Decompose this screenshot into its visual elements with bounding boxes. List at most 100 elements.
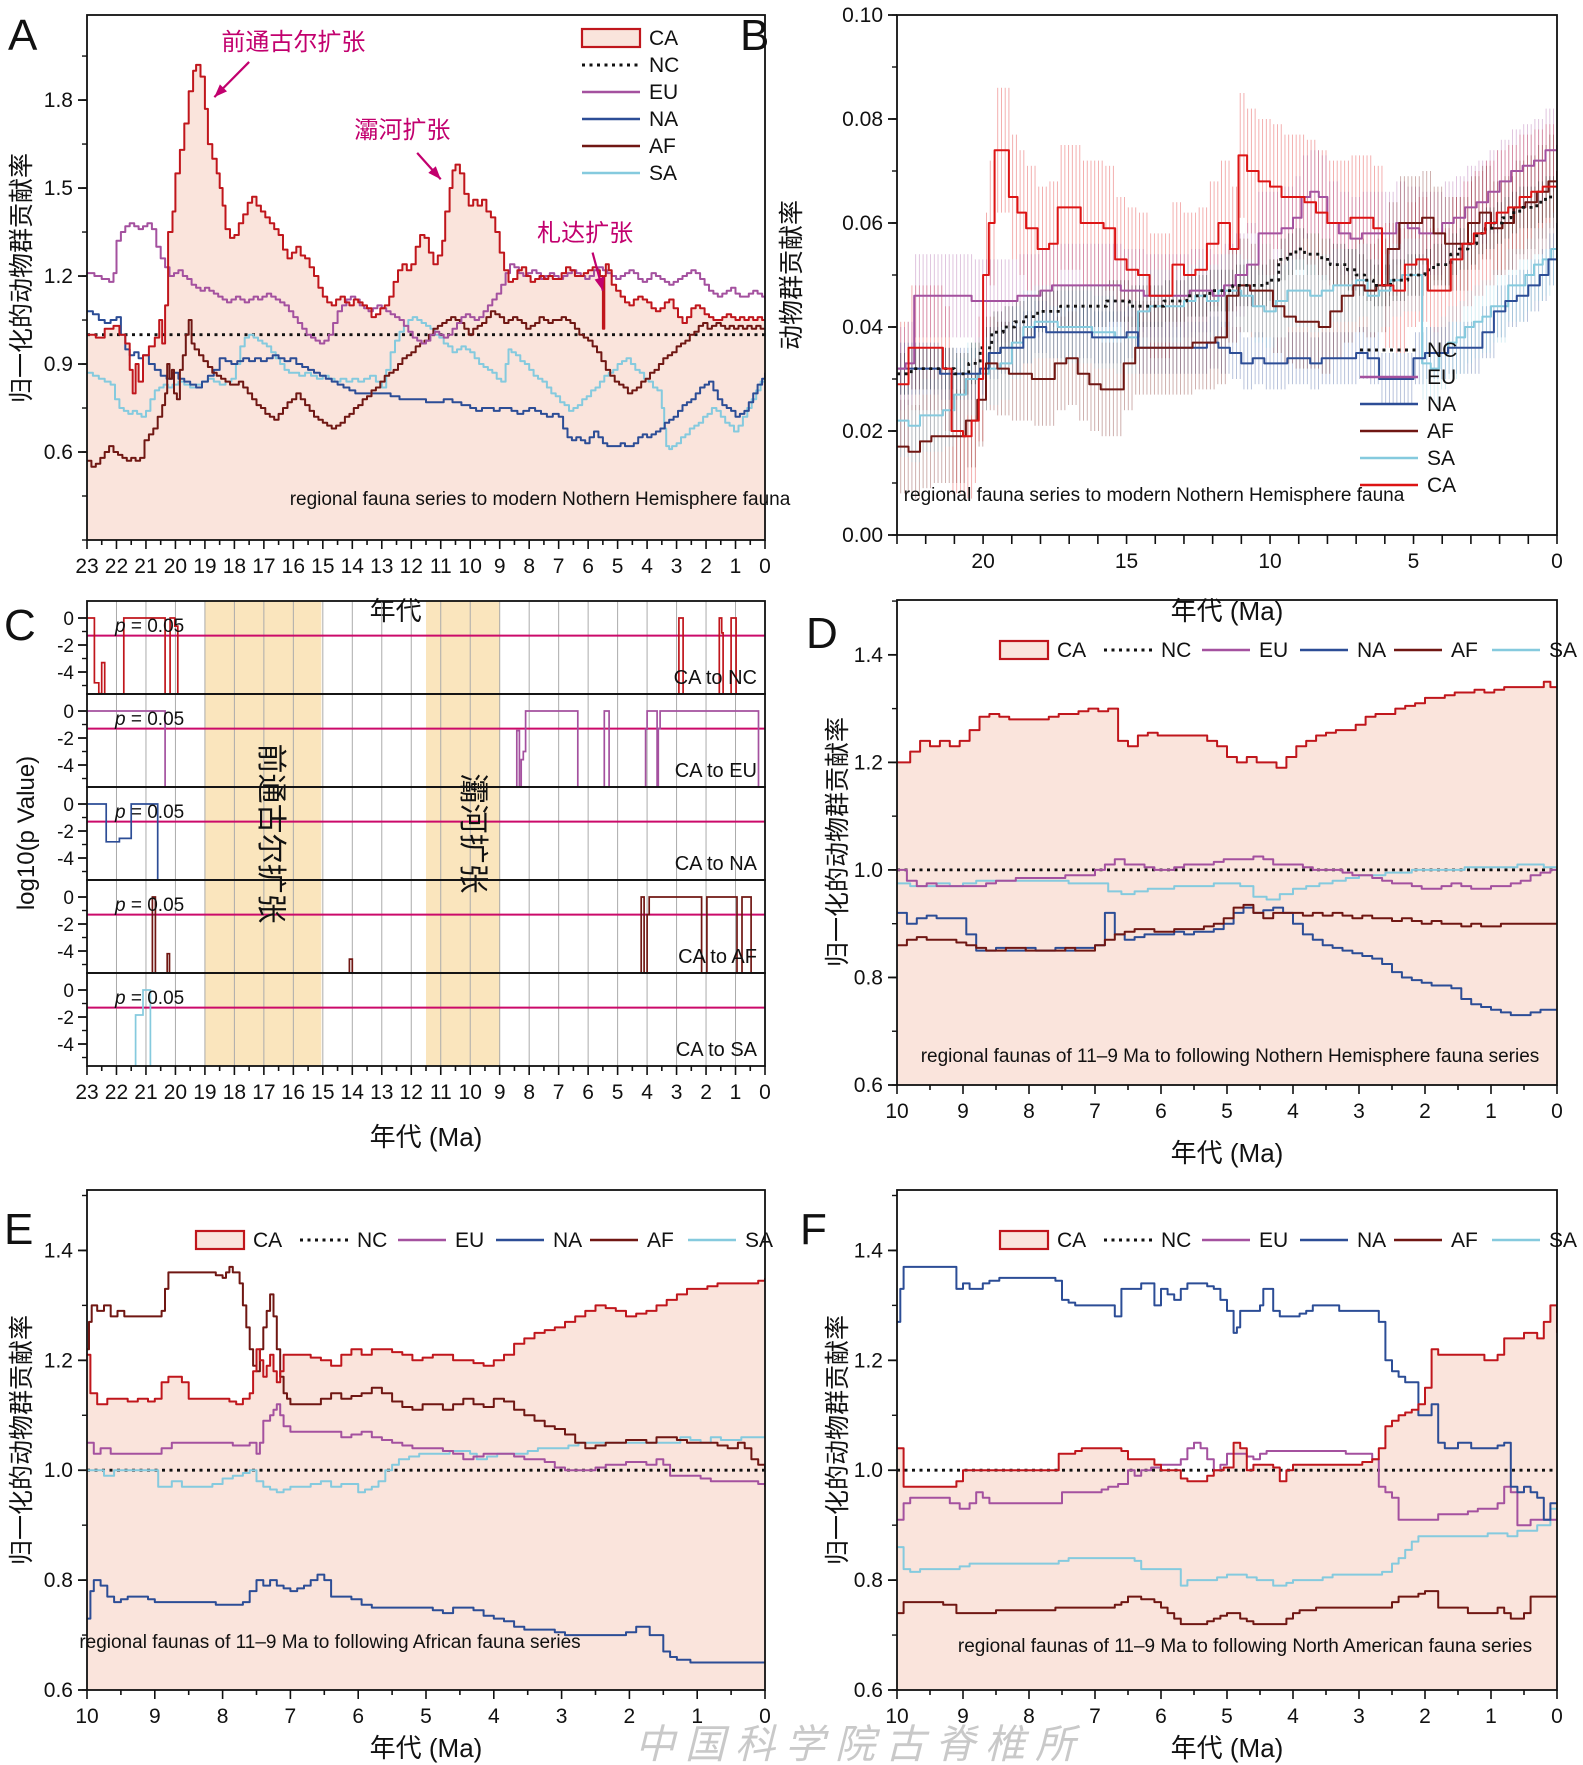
x-tick-label: 6 xyxy=(582,1081,594,1104)
y-tick-label: 1.2 xyxy=(44,1349,73,1372)
x-tick-label: 6 xyxy=(582,555,594,578)
legend-label-AF: AF xyxy=(1451,639,1478,662)
x-tick-label: 4 xyxy=(641,1081,653,1104)
series-CA-line xyxy=(897,680,1557,769)
y-tick-label: 0.9 xyxy=(44,353,73,376)
x-tick-label: 10 xyxy=(885,1705,908,1728)
y-axis-title: 动物群贡献率 xyxy=(778,200,806,350)
y-tick-label: 0.08 xyxy=(842,108,883,131)
x-tick-label: 13 xyxy=(370,1081,393,1104)
subpanel-label: CA to AF xyxy=(678,946,757,968)
legend-label-CA: CA xyxy=(1057,1229,1086,1252)
x-tick-label: 17 xyxy=(252,1081,275,1104)
x-tick-label: 13 xyxy=(370,555,393,578)
y-tick-label: 0.04 xyxy=(842,316,883,339)
x-tick-label: 0 xyxy=(1551,1705,1563,1728)
legend-label-SA: SA xyxy=(745,1229,773,1252)
x-tick-label: 20 xyxy=(971,550,994,573)
y-tick-label: -2 xyxy=(57,915,74,936)
y-tick-label: 1.2 xyxy=(44,265,73,288)
x-tick-label: 20 xyxy=(164,1081,187,1104)
y-tick-label: 0 xyxy=(63,702,74,723)
y-tick-label: 1.4 xyxy=(44,1239,74,1262)
x-tick-label: 2 xyxy=(624,1705,636,1728)
p-threshold-label: p = 0.05 xyxy=(114,616,184,637)
plot-area xyxy=(87,63,765,540)
legend-label-NA: NA xyxy=(553,1229,582,1252)
panel-A: 23 22 21 20 19 18 17 16 15 14 13 12 11 10 9 8 7 6 5 4 3 2 1 00.… xyxy=(8,11,791,626)
legend-label-EU: EU xyxy=(649,81,678,104)
x-tick-label: 10 xyxy=(75,1705,98,1728)
x-tick-label: 1 xyxy=(1485,1705,1497,1728)
panel-letter: F xyxy=(800,1205,827,1254)
x-tick-label: 9 xyxy=(149,1705,161,1728)
band-label: 前通古尔扩张 xyxy=(254,744,287,924)
y-axis-title: 归一化的动物群贡献率 xyxy=(8,153,36,403)
x-tick-label: 16 xyxy=(282,555,305,578)
x-tick-label: 8 xyxy=(523,555,535,578)
x-tick-label: 6 xyxy=(1155,1100,1167,1123)
x-tick-label: 2 xyxy=(700,1081,712,1104)
series-SA-line xyxy=(897,1507,1557,1587)
series-EU-line xyxy=(87,1403,765,1487)
panel-letter: B xyxy=(740,11,769,60)
x-tick-label: 0 xyxy=(759,1705,771,1728)
y-tick-label: 1.0 xyxy=(44,1459,73,1482)
series-EU-line xyxy=(87,222,765,345)
x-tick-label: 7 xyxy=(1089,1100,1101,1123)
legend-label-NA: NA xyxy=(1357,639,1386,662)
series-SA-line xyxy=(87,316,765,451)
panel-note: regional faunas of 11–9 Ma to following … xyxy=(921,1046,1540,1067)
y-axis-title: 归一化的动物群贡献率 xyxy=(8,1315,36,1565)
annotation-text: 札达扩张 xyxy=(537,220,633,247)
x-tick-label: 3 xyxy=(671,1081,683,1104)
x-axis: 20 15 10 5 0 xyxy=(896,535,1563,573)
x-tick-label: 1 xyxy=(1485,1100,1497,1123)
series-CA-line xyxy=(897,1304,1557,1488)
series-AF-line xyxy=(87,310,765,468)
legend-label-SA: SA xyxy=(1427,447,1455,470)
x-tick-label: 23 xyxy=(75,555,98,578)
subpanel-label: CA to SA xyxy=(676,1039,758,1061)
x-tick-label: 17 xyxy=(252,555,275,578)
y-tick-label: -4 xyxy=(57,849,74,870)
x-tick-label: 4 xyxy=(488,1705,500,1728)
x-tick-label: 0 xyxy=(1551,550,1563,573)
x-tick-label: 8 xyxy=(217,1705,229,1728)
annotation-text: 灞河扩张 xyxy=(354,117,450,144)
x-tick-label: 4 xyxy=(1287,1705,1299,1728)
y-tick-label: -4 xyxy=(57,942,74,963)
pvalue-series-line xyxy=(87,803,159,880)
x-tick-label: 10 xyxy=(459,1081,482,1104)
legend-label-SA: SA xyxy=(649,162,677,185)
series-AF-line xyxy=(897,1590,1557,1626)
y-tick-label: 1.5 xyxy=(44,177,73,200)
legend-label-AF: AF xyxy=(647,1229,674,1252)
annotation-arrowhead xyxy=(428,166,441,180)
series-AF-line xyxy=(897,903,1557,952)
pvalue-series-line xyxy=(151,896,752,973)
y-tick-label: -4 xyxy=(57,1035,74,1056)
x-tick-label: 21 xyxy=(134,555,157,578)
panel-C: 0 -2 -4 p = 0.05 CA to NC 0 -2 -4 p = 0.05 CA to … xyxy=(4,600,771,1152)
x-tick-label: 9 xyxy=(957,1705,969,1728)
x-tick-label: 2 xyxy=(1419,1705,1431,1728)
legend-label-CA: CA xyxy=(649,27,678,50)
y-tick-label: 0 xyxy=(63,981,74,1002)
ca-fill xyxy=(87,64,765,540)
y-tick-label: 0.8 xyxy=(44,1569,73,1592)
x-tick-label: 8 xyxy=(523,1081,535,1104)
y-tick-label: 0.6 xyxy=(854,1679,883,1702)
x-tick-label: 14 xyxy=(341,555,365,578)
x-tick-label: 7 xyxy=(1089,1705,1101,1728)
legend-swatch-CA xyxy=(194,1229,246,1251)
plot-area xyxy=(87,1265,765,1690)
legend: CA NC EU NA AF SA xyxy=(194,1229,773,1252)
p-threshold-label: p = 0.05 xyxy=(114,709,184,730)
x-tick-label: 10 xyxy=(885,1100,908,1123)
series-NA-line xyxy=(897,1265,1557,1521)
x-tick-label: 9 xyxy=(494,1081,506,1104)
x-tick-label: 18 xyxy=(223,1081,246,1104)
panel-note: regional fauna series to modern Nothern … xyxy=(904,485,1405,506)
x-tick-label: 4 xyxy=(641,555,653,578)
